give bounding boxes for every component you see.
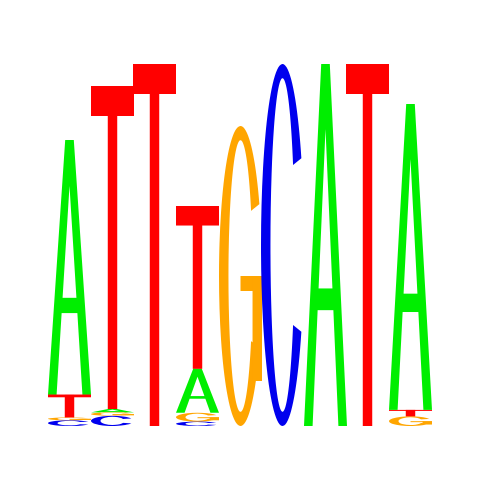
letter-A-pos-4 [176,369,219,413]
letter-A-pos-1 [48,140,91,395]
letter-A-pos-9 [389,104,432,410]
logo-column-7 [304,64,347,426]
logo-column-8 [346,64,389,426]
letter-G-pos-5 [219,126,262,426]
letter-T-pos-1 [48,395,91,418]
letter-G-pos-9 [389,416,432,426]
logo-column-5 [219,126,262,426]
logo-column-3 [133,64,176,426]
letter-T-pos-9 [389,410,432,416]
letter-C-pos-6 [261,64,301,426]
logo-column-1 [48,140,91,426]
logo-column-9 [389,104,432,426]
letter-G-pos-1 [48,417,91,420]
letter-G-pos-4 [176,413,219,422]
letter-A-pos-2 [91,409,134,412]
letter-T-pos-8 [346,64,389,426]
letter-C-pos-1 [48,420,88,426]
logo-column-4 [176,206,219,426]
logo-column-2 [91,86,134,426]
letter-G-pos-2 [91,412,134,415]
logo-column-6 [261,64,301,426]
letter-T-pos-4 [176,206,219,369]
letter-C-pos-4 [176,422,216,426]
letter-T-pos-3 [133,64,176,426]
letter-C-pos-2 [91,416,131,426]
letter-T-pos-2 [91,86,134,409]
letter-A-pos-7 [304,64,347,426]
